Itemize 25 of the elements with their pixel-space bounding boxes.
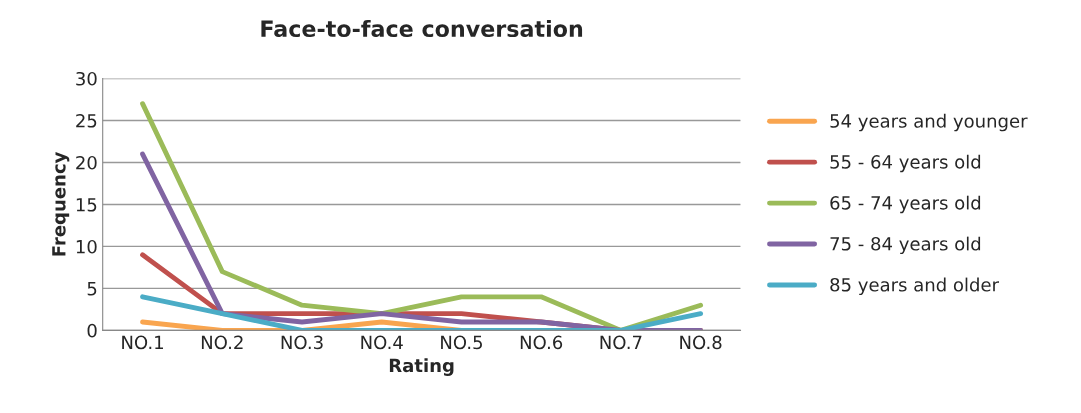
x-axis-title: Rating <box>389 358 454 376</box>
y-axis-title: Frequency <box>52 151 70 256</box>
legend-label: 65 - 74 years old <box>830 195 981 214</box>
x-tick-label: NO.7 <box>600 335 642 350</box>
y-tick-label: 25 <box>76 113 97 128</box>
line-series <box>140 101 704 331</box>
x-tick-label: NO.3 <box>281 335 323 350</box>
y-tick-label: 5 <box>87 282 97 296</box>
legend-label: 55 - 64 years old <box>830 154 981 173</box>
y-tick-label: 15 <box>76 198 97 212</box>
legend-label: 85 years and older <box>830 277 999 296</box>
legend-label: 54 years and younger <box>830 113 1028 132</box>
chart-title: Face-to-face conversation <box>261 19 583 38</box>
line-series <box>140 151 704 331</box>
y-tick-label: 20 <box>76 155 97 170</box>
legend-label: 75 - 84 years old <box>830 236 981 255</box>
y-tick-label: 30 <box>76 71 97 86</box>
x-tick-label: NO.2 <box>201 335 243 350</box>
x-tick-label: NO.5 <box>441 335 482 350</box>
x-tick-label: NO.4 <box>361 335 403 350</box>
x-tick-label: NO.1 <box>122 335 163 350</box>
x-tick-label: NO.8 <box>680 335 722 350</box>
y-tick-label: 10 <box>76 239 97 254</box>
x-tick-label: NO.6 <box>520 335 563 350</box>
y-tick-label: 0 <box>87 323 97 338</box>
